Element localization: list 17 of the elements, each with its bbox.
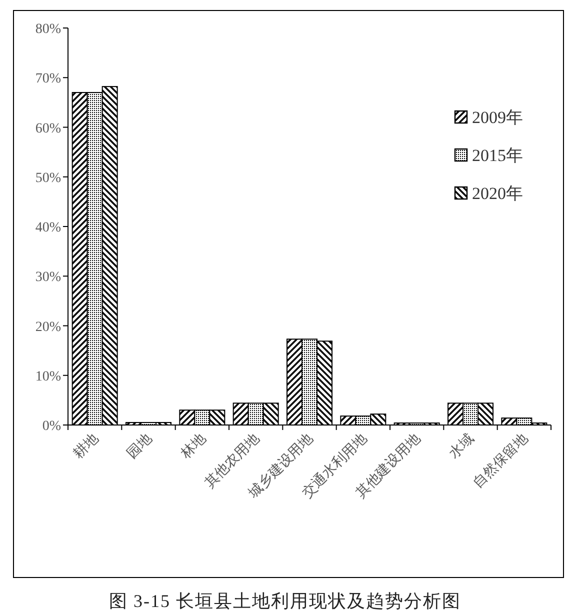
caption: 图 3-15 长垣县土地利用现状及趋势分析图 bbox=[109, 591, 461, 611]
x-tick-label: 林地 bbox=[177, 430, 209, 462]
y-tick-label: 0% bbox=[42, 419, 62, 434]
x-tick-label: 水域 bbox=[446, 430, 478, 462]
x-tick-label: 耕地 bbox=[70, 430, 102, 462]
y-tick-label: 20% bbox=[35, 320, 62, 335]
y-tick-label: 50% bbox=[35, 170, 62, 186]
y-tick-label: 10% bbox=[35, 369, 62, 384]
y-tick-label: 80% bbox=[35, 22, 62, 37]
y-tick-label: 40% bbox=[35, 220, 62, 236]
y-tick-label: 70% bbox=[35, 72, 62, 87]
y-tick-label: 60% bbox=[35, 121, 62, 136]
y-tick-label: 30% bbox=[35, 270, 62, 286]
legend-label: 2009年 bbox=[472, 108, 523, 127]
legend-label: 2015年 bbox=[472, 146, 523, 165]
x-tick-label: 园地 bbox=[124, 430, 156, 462]
legend-label: 2020年 bbox=[472, 184, 523, 203]
